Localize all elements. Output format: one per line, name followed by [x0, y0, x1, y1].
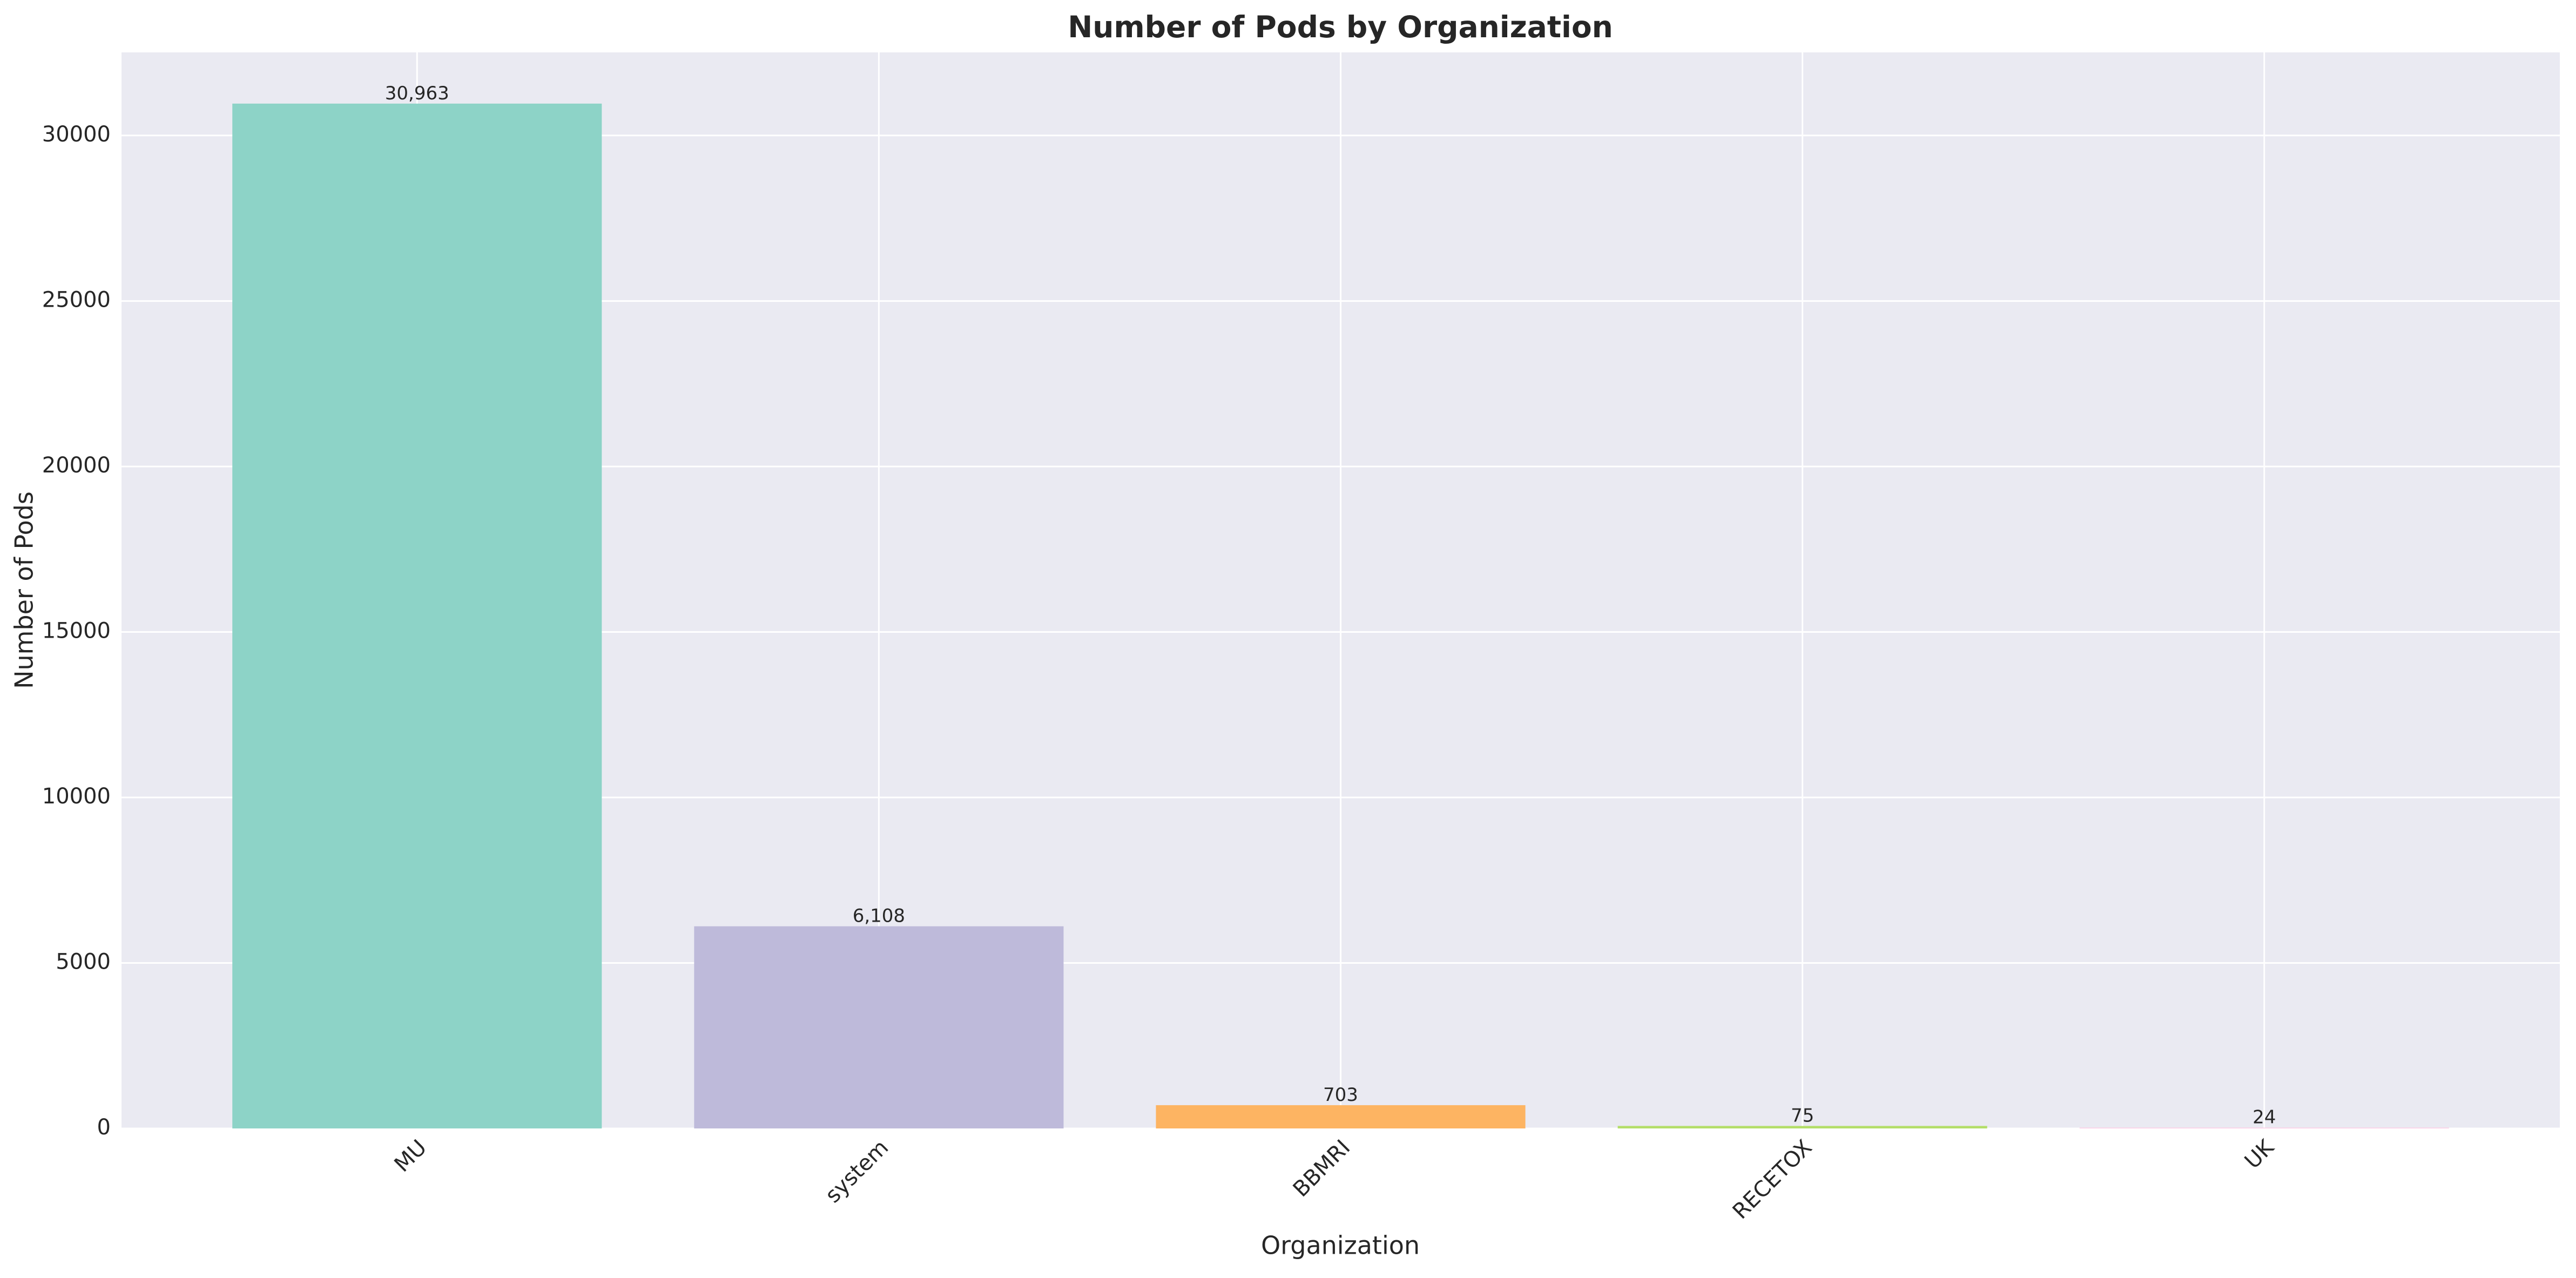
x-axis-label: Organization	[1261, 1231, 1420, 1260]
y-tick-label: 5000	[56, 949, 111, 974]
bar	[232, 103, 602, 1129]
marks	[232, 103, 2449, 1129]
y-tick-label: 0	[97, 1115, 111, 1140]
bar	[1617, 1126, 1987, 1128]
value-label: 703	[1323, 1084, 1358, 1106]
value-label: 24	[2253, 1107, 2276, 1128]
value-label: 30,963	[385, 83, 449, 104]
y-tick-label: 10000	[42, 784, 111, 809]
value-label: 75	[1791, 1105, 1814, 1126]
y-tick-label: 20000	[42, 453, 111, 478]
y-tick-label: 30000	[42, 122, 111, 147]
x-tick-label: BBMRI	[1289, 1135, 1356, 1202]
chart-title: Number of Pods by Organization	[1068, 10, 1613, 44]
value-label: 6,108	[853, 905, 905, 927]
bar	[694, 926, 1064, 1128]
x-tick-label: UK	[2240, 1134, 2280, 1174]
bar	[1156, 1105, 1526, 1128]
y-axis-label: Number of Pods	[10, 491, 39, 689]
y-tick-label: 25000	[42, 287, 111, 312]
x-tick-label: system	[820, 1135, 893, 1208]
x-tick-label: RECETOX	[1728, 1135, 1817, 1224]
x-tick-label: MU	[389, 1135, 431, 1177]
y-tick-label: 15000	[42, 618, 111, 643]
